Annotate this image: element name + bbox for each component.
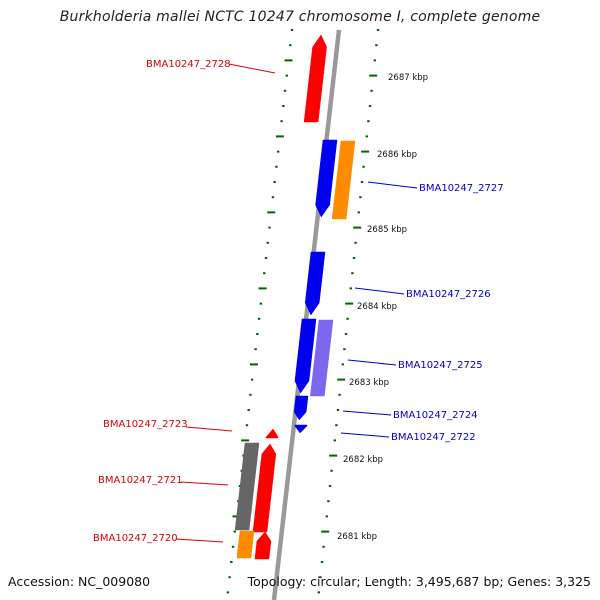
gene-features xyxy=(234,34,356,560)
scale-label-2684: 2684 kbp xyxy=(357,302,397,312)
leader-line xyxy=(340,432,390,438)
gene-label-2722[interactable]: BMA10247_2722 xyxy=(391,432,476,443)
topology-text: Topology: circular; Length: 3,495,687 bp… xyxy=(247,574,591,589)
gene-2722[interactable] xyxy=(294,424,308,434)
gene-2728[interactable] xyxy=(303,34,327,123)
scale-label-2682: 2682 kbp xyxy=(343,455,383,465)
scale-labels: 2687 kbp 2686 kbp 2685 kbp 2684 kbp 2683… xyxy=(337,73,428,542)
scale-label-2681: 2681 kbp xyxy=(337,532,377,542)
gene-label-2723[interactable]: BMA10247_2723 xyxy=(103,419,188,430)
chromosome-backbone xyxy=(271,29,342,600)
leader-line xyxy=(367,181,418,189)
scale-label-2687: 2687 kbp xyxy=(388,73,428,83)
gene-label-2728[interactable]: BMA10247_2728 xyxy=(146,59,231,70)
leader-line xyxy=(175,538,224,543)
gene-2723[interactable] xyxy=(265,428,279,439)
leader-line xyxy=(228,63,276,74)
scale-label-2686: 2686 kbp xyxy=(377,150,417,160)
map-title: Burkholderia mallei NCTC 10247 chromosom… xyxy=(59,9,541,25)
gene-2726[interactable] xyxy=(304,251,326,316)
scale-ticks xyxy=(226,29,380,594)
gene-2727[interactable] xyxy=(315,139,338,218)
gene-2721-gray[interactable] xyxy=(234,442,260,531)
gene-label-2721[interactable]: BMA10247_2721 xyxy=(98,475,183,486)
gene-label-2720[interactable]: BMA10247_2720 xyxy=(93,533,178,544)
gene-2725-violet[interactable] xyxy=(310,319,334,397)
label-leaders xyxy=(175,63,418,543)
leader-line xyxy=(342,410,392,416)
scale-label-2685: 2685 kbp xyxy=(367,225,407,235)
gene-2724[interactable] xyxy=(293,395,309,421)
gene-label-2726[interactable]: BMA10247_2726 xyxy=(406,289,491,300)
scale-label-2683: 2683 kbp xyxy=(349,378,389,388)
gene-2725[interactable] xyxy=(294,318,317,394)
gene-label-2724[interactable]: BMA10247_2724 xyxy=(393,410,478,421)
gene-2720-orange[interactable] xyxy=(236,530,255,559)
leader-line xyxy=(180,481,229,486)
gene-2727-orange[interactable] xyxy=(331,140,356,220)
gene-2720[interactable] xyxy=(254,531,272,560)
accession-text: Accession: NC_009080 xyxy=(8,574,151,589)
leader-line xyxy=(354,287,405,295)
gene-labels: BMA10247_2728 BMA10247_2727 BMA10247_272… xyxy=(93,59,504,544)
gene-2721[interactable] xyxy=(252,443,277,533)
gene-label-2725[interactable]: BMA10247_2725 xyxy=(398,360,483,371)
leader-line xyxy=(347,359,397,366)
gene-label-2727[interactable]: BMA10247_2727 xyxy=(419,183,504,194)
leader-line xyxy=(185,426,233,432)
